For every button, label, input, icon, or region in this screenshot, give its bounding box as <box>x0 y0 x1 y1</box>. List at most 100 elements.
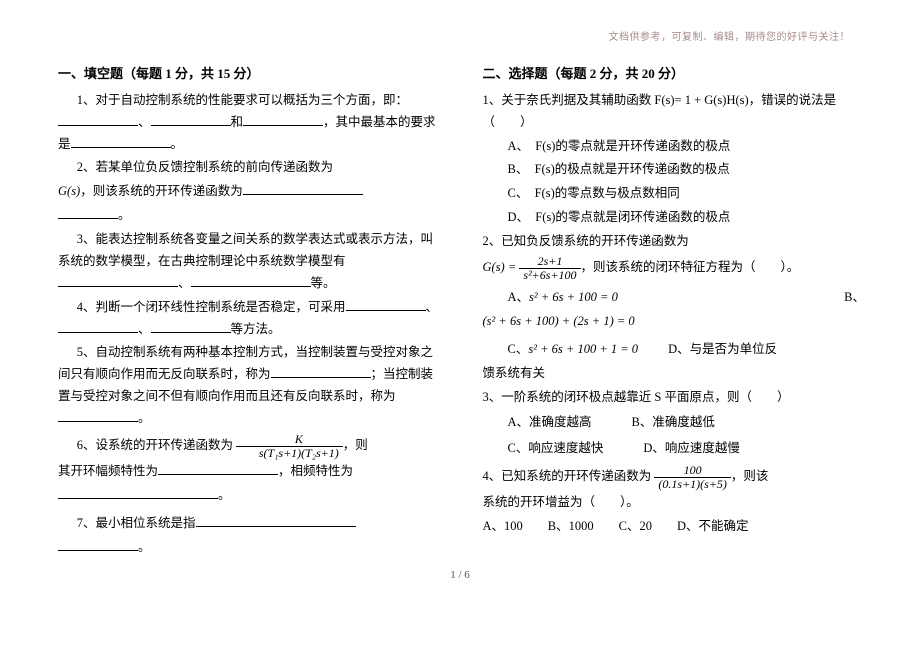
q2-text-a: 2、若某单位负反馈控制系统的前向传递函数为 <box>77 160 333 174</box>
q7b: 。 <box>58 537 441 559</box>
t: 、 <box>138 322 151 336</box>
rq2row2: C、s² + 6s + 100 + 1 = 0 D、与是否为单位反 <box>508 339 866 361</box>
den: s²+6s+100 <box>519 269 580 282</box>
t: 4、已知系统的开环传递函数为 <box>483 469 652 483</box>
q6e: 。 <box>58 485 441 507</box>
section-1-title: 一、填空题（每题 1 分，共 15 分） <box>58 63 441 86</box>
opt: A、准确度越高 <box>508 412 592 434</box>
t: 。 <box>171 137 184 151</box>
t: 。 <box>138 540 151 554</box>
rq2rowB: (s² + 6s + 100) + (2s + 1) = 0 <box>483 311 866 333</box>
rq2row1: A、s² + 6s + 100 = 0 B、 <box>508 287 866 309</box>
num: 2s+1 <box>519 255 580 269</box>
t: 等方法。 <box>231 322 281 336</box>
den: s(T₁s+1)(T₂s+1) <box>236 447 343 460</box>
frac-2: 2s+1s²+6s+100 <box>519 255 580 281</box>
m: s² + 6s + 100 + 1 = 0 <box>528 342 638 356</box>
rq3: 3、一阶系统的闭环极点越靠近 S 平面原点，则（ ） <box>483 387 866 409</box>
blank <box>243 194 363 195</box>
q6: 6、设系统的开环传递函数为 Ks(T₁s+1)(T₂s+1)，则 <box>58 432 441 460</box>
t: 。 <box>138 411 151 425</box>
num: 100 <box>654 464 731 478</box>
opt: D、响应速度越慢 <box>643 438 740 460</box>
num: K <box>236 433 343 447</box>
q1: 1、对于自动控制系统的性能要求可以概括为三个方面，即： 、 和，其中最基本的要求是。 <box>58 90 441 156</box>
gs: G(s) = <box>483 260 517 274</box>
t: ，则该系统的闭环特征方程为（ ）。 <box>581 260 800 274</box>
q3: 3、能表达控制系统各变量之间关系的数学表达式或表示方法，叫系统的数学模型，在古典… <box>58 229 441 295</box>
t: D、与是否为单位反 <box>668 339 777 361</box>
q6-text: 6、设系统的开环传递函数为 <box>77 438 233 452</box>
t: ，则 <box>343 438 368 452</box>
t: ，则该 <box>731 469 769 483</box>
blank <box>58 498 218 499</box>
blank <box>58 332 138 333</box>
rq3row1: A、准确度越高 B、准确度越低 <box>508 412 866 434</box>
header-note: 文档供参考，可复制、编辑，期待您的好评与关注！ <box>0 0 920 43</box>
q5: 5、自动控制系统有两种基本控制方式，当控制装置与受控对象之间只有顺向作用而无反向… <box>58 342 441 430</box>
blank <box>346 310 426 311</box>
q7: 7、最小相位系统是指 <box>58 513 441 535</box>
t: 其开环幅频特性为 <box>58 464 158 478</box>
q4: 4、判断一个闭环线性控制系统是否稳定，可采用、、等方法。 <box>58 297 441 341</box>
rq2D2: 馈系统有关 <box>483 363 866 385</box>
q1-text-a: 1、对于自动控制系统的性能要求可以概括为三个方面，即： <box>77 93 408 107</box>
t: 、 <box>426 300 439 314</box>
q6c: 其开环幅频特性为 ，相频特性为 <box>58 461 441 483</box>
rq1D: D、 F(s)的零点就是闭环传递函数的极点 <box>508 207 866 229</box>
blank <box>151 332 231 333</box>
blank <box>196 526 356 527</box>
t: ，相频特性为 <box>278 464 353 478</box>
q2: 2、若某单位负反馈控制系统的前向传递函数为 <box>58 157 441 179</box>
t: 和 <box>231 115 244 129</box>
t: 、 <box>178 276 191 290</box>
blank <box>58 286 178 287</box>
rq4opts: A、100 B、1000 C、20 D、不能确定 <box>483 516 866 538</box>
q4-text: 4、判断一个闭环线性控制系统是否稳定，可采用 <box>77 300 346 314</box>
m: s² + 6s + 100 = 0 <box>529 290 618 304</box>
t: 、 <box>138 115 151 129</box>
rq4: 4、已知系统的开环传递函数为 100(0.1s+1)(s+5)，则该 <box>483 464 866 490</box>
blank <box>151 125 231 126</box>
blank <box>158 474 278 475</box>
t: 。 <box>218 488 231 502</box>
q2b: G(s)，则该系统的开环传递函数为 <box>58 181 441 203</box>
t: 等。 <box>311 276 336 290</box>
blank <box>243 125 323 126</box>
blank <box>271 377 371 378</box>
page-body: 一、填空题（每题 1 分，共 15 分） 1、对于自动控制系统的性能要求可以概括… <box>0 43 920 561</box>
t: C、 <box>508 342 529 356</box>
page-number: 1 / 6 <box>0 569 920 581</box>
opt: C、响应速度越快 <box>508 438 604 460</box>
rq3row2: C、响应速度越快 D、响应速度越慢 <box>508 438 866 460</box>
right-column: 二、选择题（每题 2 分，共 20 分） 1、关于奈氏判据及其辅助函数 F(s)… <box>483 63 866 561</box>
rq1: 1、关于奈氏判据及其辅助函数 F(s)= 1 + G(s)H(s)，错误的说法是… <box>483 90 866 134</box>
opt: B、准确度越低 <box>632 412 715 434</box>
blank <box>71 147 171 148</box>
rq1C: C、 F(s)的零点数与极点数相同 <box>508 183 866 205</box>
den: (0.1s+1)(s+5) <box>654 478 731 491</box>
t: A、 <box>508 290 530 304</box>
blank <box>58 421 138 422</box>
blank <box>58 125 138 126</box>
gs: G(s) <box>58 184 80 198</box>
frac-6: Ks(T₁s+1)(T₂s+1) <box>236 433 343 459</box>
frac-4: 100(0.1s+1)(s+5) <box>654 464 731 490</box>
q3-text: 3、能表达控制系统各变量之间关系的数学表达式或表示方法，叫系统的数学模型，在古典… <box>58 232 433 268</box>
rq1B: B、 F(s)的极点就是开环传递函数的极点 <box>508 159 866 181</box>
t: ，其中最基本的要求是 <box>58 115 436 151</box>
rq1A: A、 F(s)的零点就是开环传递函数的极点 <box>508 136 866 158</box>
t: B、 <box>844 287 865 309</box>
t: 。 <box>118 208 131 222</box>
rq2frac: G(s) = 2s+1s²+6s+100，则该系统的闭环特征方程为（ ）。 <box>483 255 866 281</box>
rq2: 2、已知负反馈系统的开环传递函数为 <box>483 231 866 253</box>
blank <box>58 550 138 551</box>
left-column: 一、填空题（每题 1 分，共 15 分） 1、对于自动控制系统的性能要求可以概括… <box>58 63 441 561</box>
t: ，则该系统的开环传递函数为 <box>80 184 243 198</box>
section-2-title: 二、选择题（每题 2 分，共 20 分） <box>483 63 866 86</box>
q7-text: 7、最小相位系统是指 <box>77 516 196 530</box>
q2c: 。 <box>58 205 441 227</box>
blank <box>58 218 118 219</box>
rq4c: 系统的开环增益为（ ）。 <box>483 492 866 514</box>
m: (s² + 6s + 100) + (2s + 1) = 0 <box>483 314 635 328</box>
